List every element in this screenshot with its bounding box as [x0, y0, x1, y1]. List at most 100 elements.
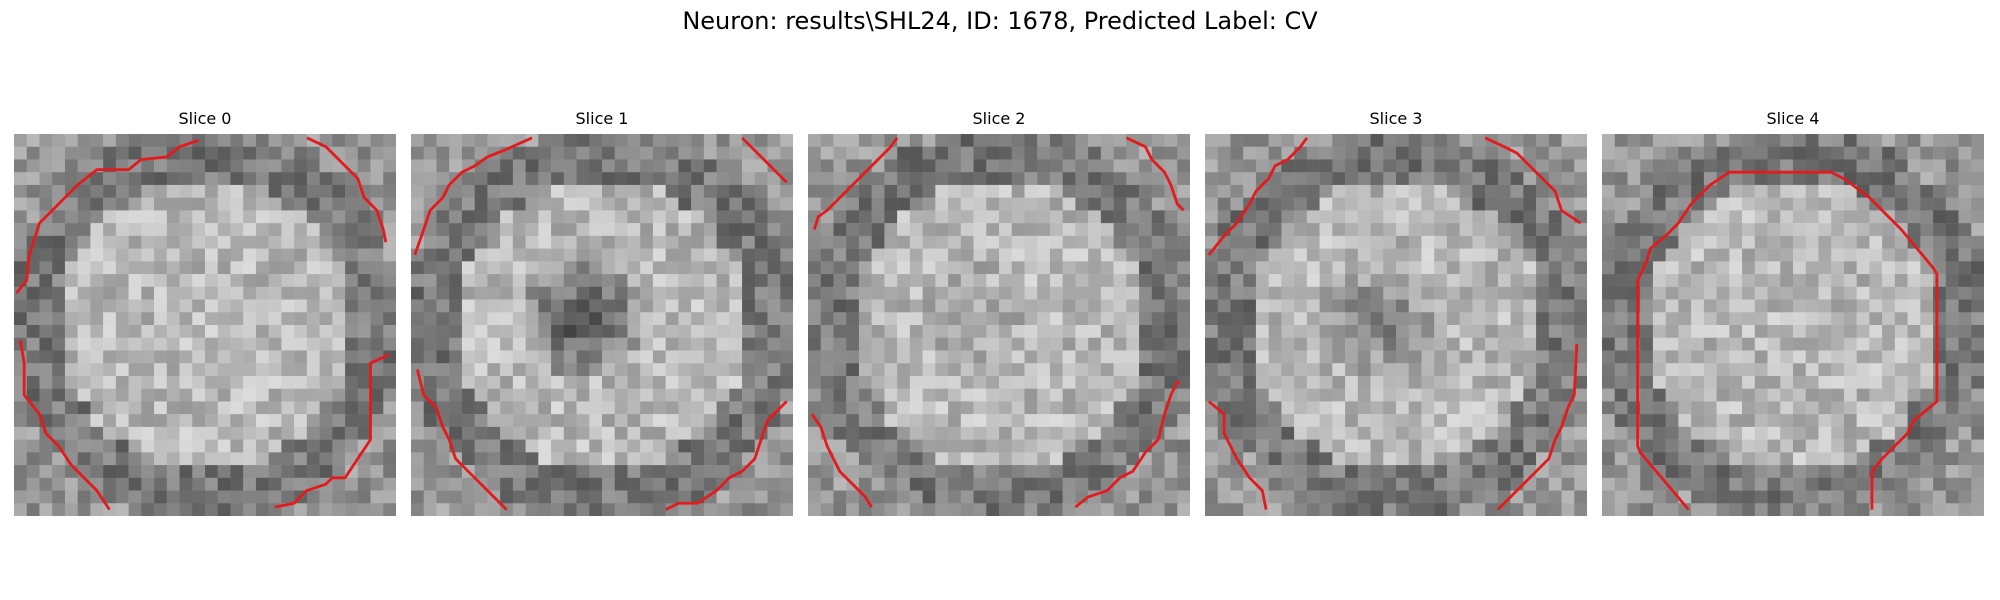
- image-pixel: [1652, 184, 1666, 198]
- image-pixel: [1780, 299, 1794, 313]
- image-pixel: [742, 414, 756, 428]
- image-pixel: [1024, 248, 1038, 262]
- image-pixel: [1243, 452, 1257, 466]
- image-pixel: [39, 452, 53, 466]
- image-pixel: [1958, 375, 1972, 389]
- image-pixel: [1665, 159, 1679, 173]
- image-pixel: [166, 210, 180, 224]
- image-pixel: [383, 375, 396, 389]
- image-pixel: [640, 337, 654, 351]
- image-pixel: [1037, 223, 1051, 237]
- image-pixel: [1446, 350, 1460, 364]
- image-pixel: [1281, 439, 1295, 453]
- image-pixel: [154, 312, 168, 326]
- slice-image-2: [808, 134, 1190, 516]
- image-pixel: [1126, 325, 1140, 338]
- image-pixel: [754, 172, 768, 186]
- image-pixel: [1958, 477, 1972, 491]
- image-pixel: [1396, 172, 1409, 186]
- image-pixel: [1459, 184, 1473, 198]
- image-pixel: [1678, 477, 1692, 491]
- image-pixel: [1536, 197, 1550, 211]
- image-pixel: [500, 439, 514, 453]
- image-pixel: [141, 503, 155, 516]
- image-pixel: [1561, 325, 1575, 338]
- image-pixel: [820, 465, 834, 479]
- image-pixel: [14, 248, 27, 262]
- image-pixel: [1716, 503, 1730, 516]
- image-pixel: [1459, 274, 1473, 288]
- image-pixel: [1459, 210, 1473, 224]
- image-pixel: [306, 248, 320, 262]
- image-pixel: [1536, 299, 1550, 313]
- image-pixel: [1294, 503, 1308, 516]
- image-pixel: [1793, 388, 1806, 402]
- image-pixel: [436, 477, 450, 491]
- image-pixel: [128, 325, 142, 338]
- image-pixel: [128, 414, 142, 428]
- image-pixel: [665, 337, 679, 351]
- image-pixel: [1332, 477, 1346, 491]
- image-pixel: [1780, 325, 1794, 338]
- image-pixel: [474, 401, 488, 415]
- image-pixel: [1907, 465, 1921, 479]
- image-pixel: [1434, 426, 1448, 440]
- image-pixel: [1716, 414, 1730, 428]
- image-pixel: [1742, 375, 1756, 389]
- image-pixel: [602, 286, 615, 300]
- image-pixel: [115, 274, 129, 288]
- image-pixel: [436, 337, 450, 351]
- image-pixel: [627, 426, 641, 440]
- image-pixel: [1497, 235, 1511, 249]
- image-pixel: [922, 414, 936, 428]
- image-pixel: [64, 223, 78, 237]
- image-pixel: [1383, 159, 1397, 173]
- image-pixel: [1062, 375, 1076, 389]
- image-pixel: [115, 337, 129, 351]
- image-pixel: [1011, 503, 1025, 516]
- image-pixel: [26, 134, 40, 147]
- image-pixel: [1907, 197, 1921, 211]
- image-pixel: [614, 210, 628, 224]
- image-pixel: [370, 146, 384, 160]
- image-pixel: [1971, 337, 1984, 351]
- image-pixel: [576, 490, 590, 504]
- image-pixel: [858, 426, 872, 440]
- image-pixel: [1574, 414, 1587, 428]
- image-pixel: [973, 184, 987, 198]
- image-pixel: [294, 465, 308, 479]
- image-pixel: [357, 261, 371, 275]
- image-pixel: [1882, 388, 1896, 402]
- image-pixel: [884, 477, 898, 491]
- image-pixel: [1230, 375, 1244, 389]
- image-pixel: [1113, 184, 1127, 198]
- image-pixel: [1602, 274, 1615, 288]
- contour-cell-boundary: [1636, 170, 1939, 511]
- image-pixel: [780, 223, 793, 237]
- image-pixel: [436, 350, 450, 364]
- image-pixel: [652, 146, 666, 160]
- image-pixel: [1088, 452, 1102, 466]
- image-pixel: [1113, 503, 1127, 516]
- image-pixel: [1920, 363, 1934, 377]
- image-pixel: [512, 401, 526, 415]
- image-pixel: [166, 337, 180, 351]
- image-pixel: [1075, 401, 1089, 415]
- image-pixel: [500, 299, 514, 313]
- image-pixel: [487, 439, 501, 453]
- image-pixel: [1139, 274, 1153, 288]
- image-pixel: [461, 299, 475, 313]
- image-pixel: [281, 363, 295, 377]
- image-pixel: [512, 172, 526, 186]
- image-pixel: [319, 490, 333, 504]
- image-pixel: [576, 274, 590, 288]
- image-pixel: [716, 299, 730, 313]
- image-pixel: [871, 248, 885, 262]
- image-pixel: [115, 414, 129, 428]
- image-pixel: [1831, 159, 1845, 173]
- image-pixel: [589, 184, 603, 198]
- image-pixel: [1805, 477, 1819, 491]
- image-pixel: [332, 337, 346, 351]
- image-pixel: [897, 325, 911, 338]
- image-pixel: [1383, 248, 1397, 262]
